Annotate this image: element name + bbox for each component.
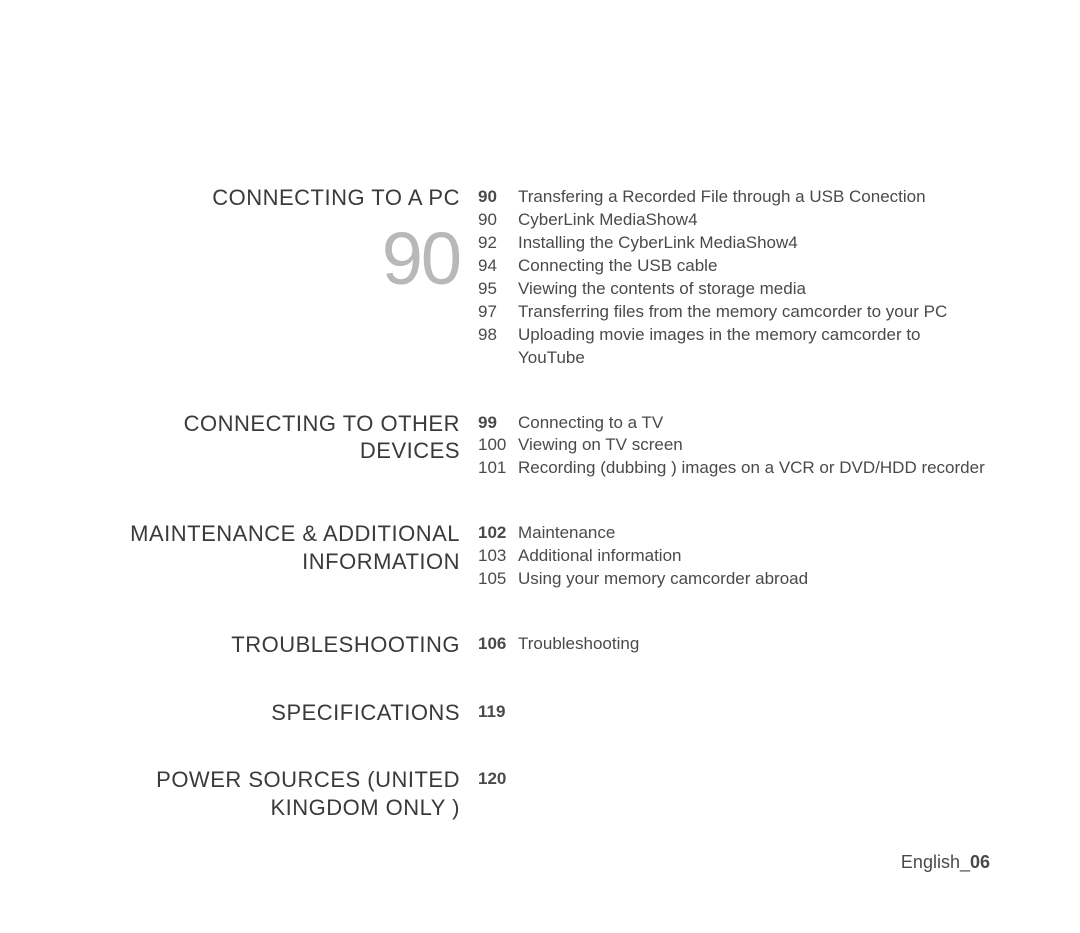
toc-content: CONNECTING TO A PC9090Transfering a Reco… [120, 184, 990, 861]
toc-entry: 106Troubleshooting [478, 633, 990, 656]
entry-page-number: 100 [478, 434, 518, 457]
toc-entry: 95Viewing the contents of storage media [478, 278, 990, 301]
entry-page-number: 90 [478, 209, 518, 232]
section-title: SPECIFICATIONS [120, 699, 460, 727]
section-entries: 106Troubleshooting [478, 631, 990, 656]
entry-title: Connecting the USB cable [518, 255, 990, 278]
toc-section: SPECIFICATIONS 119 [120, 699, 990, 727]
entry-page-number: 94 [478, 255, 518, 278]
entry-page-number: 90 [478, 186, 518, 209]
section-entries: 120 [478, 766, 990, 791]
section-left-col: SPECIFICATIONS [120, 699, 478, 727]
section-title: CONNECTING TO A PC [120, 184, 460, 212]
toc-section: CONNECTING TO A PC9090Transfering a Reco… [120, 184, 990, 370]
manual-toc-page: CONNECTING TO A PC9090Transfering a Reco… [0, 0, 1080, 933]
entry-page-number: 105 [478, 568, 518, 591]
section-title: POWER SOURCES (UNITED KINGDOM ONLY ) [120, 766, 460, 821]
footer-label: English_ [901, 852, 970, 872]
page-footer: English_06 [901, 852, 990, 873]
section-left-col: POWER SOURCES (UNITED KINGDOM ONLY ) [120, 766, 478, 821]
toc-section: TROUBLESHOOTING 106Troubleshooting [120, 631, 990, 659]
entry-page-number: 97 [478, 301, 518, 324]
entry-title: Connecting to a TV [518, 412, 990, 435]
toc-entry: 98Uploading movie images in the memory c… [478, 324, 990, 370]
toc-section: POWER SOURCES (UNITED KINGDOM ONLY ) 120 [120, 766, 990, 821]
entry-page-number: 101 [478, 457, 518, 480]
entry-page-number: 95 [478, 278, 518, 301]
entry-title: Recording (dubbing ) images on a VCR or … [518, 457, 990, 480]
section-start-page-number: 90 [120, 222, 460, 296]
section-left-col: MAINTENANCE & ADDITIONAL INFORMATION [120, 520, 478, 575]
section-title: CONNECTING TO OTHER DEVICES [120, 410, 460, 465]
section-left-col: TROUBLESHOOTING [120, 631, 478, 659]
toc-entry: 92Installing the CyberLink MediaShow4 [478, 232, 990, 255]
toc-entry: 97Transferring files from the memory cam… [478, 301, 990, 324]
entry-title: Uploading movie images in the memory cam… [518, 324, 990, 370]
footer-page-number: 06 [970, 852, 990, 872]
entry-title: Additional information [518, 545, 990, 568]
section-entries: 119 [478, 699, 990, 724]
toc-entry: 101Recording (dubbing ) images on a VCR … [478, 457, 990, 480]
entry-title: Troubleshooting [518, 633, 990, 656]
entry-page-number: 99 [478, 412, 518, 435]
toc-entry: 103Additional information [478, 545, 990, 568]
section-left-col: CONNECTING TO OTHER DEVICES [120, 410, 478, 465]
toc-entry: 94Connecting the USB cable [478, 255, 990, 278]
toc-section: CONNECTING TO OTHER DEVICES 99Connecting … [120, 410, 990, 481]
section-entries: 102Maintenance103Additional information1… [478, 520, 990, 591]
section-title: MAINTENANCE & ADDITIONAL INFORMATION [120, 520, 460, 575]
entry-title: Using your memory camcorder abroad [518, 568, 990, 591]
entry-page-number: 120 [478, 768, 518, 791]
entry-page-number: 119 [478, 701, 518, 724]
entry-title: Installing the CyberLink MediaShow4 [518, 232, 990, 255]
section-title: TROUBLESHOOTING [120, 631, 460, 659]
toc-entry: 102Maintenance [478, 522, 990, 545]
toc-section: MAINTENANCE & ADDITIONAL INFORMATION 102M… [120, 520, 990, 591]
entry-title: Maintenance [518, 522, 990, 545]
section-entries: 90Transfering a Recorded File through a … [478, 184, 990, 370]
entry-page-number: 103 [478, 545, 518, 568]
toc-entry: 119 [478, 701, 990, 724]
toc-entry: 100Viewing on TV screen [478, 434, 990, 457]
toc-entry: 90Transfering a Recorded File through a … [478, 186, 990, 209]
toc-entry: 120 [478, 768, 990, 791]
entry-title: Transfering a Recorded File through a US… [518, 186, 990, 209]
entry-title: Transferring files from the memory camco… [518, 301, 990, 324]
entry-title: Viewing the contents of storage media [518, 278, 990, 301]
toc-entry: 90CyberLink MediaShow4 [478, 209, 990, 232]
entry-title: CyberLink MediaShow4 [518, 209, 990, 232]
section-entries: 99Connecting to a TV100Viewing on TV scr… [478, 410, 990, 481]
entry-title: Viewing on TV screen [518, 434, 990, 457]
entry-page-number: 106 [478, 633, 518, 656]
entry-page-number: 102 [478, 522, 518, 545]
toc-entry: 105Using your memory camcorder abroad [478, 568, 990, 591]
entry-page-number: 92 [478, 232, 518, 255]
toc-entry: 99Connecting to a TV [478, 412, 990, 435]
entry-page-number: 98 [478, 324, 518, 347]
section-left-col: CONNECTING TO A PC 90 [120, 184, 478, 296]
